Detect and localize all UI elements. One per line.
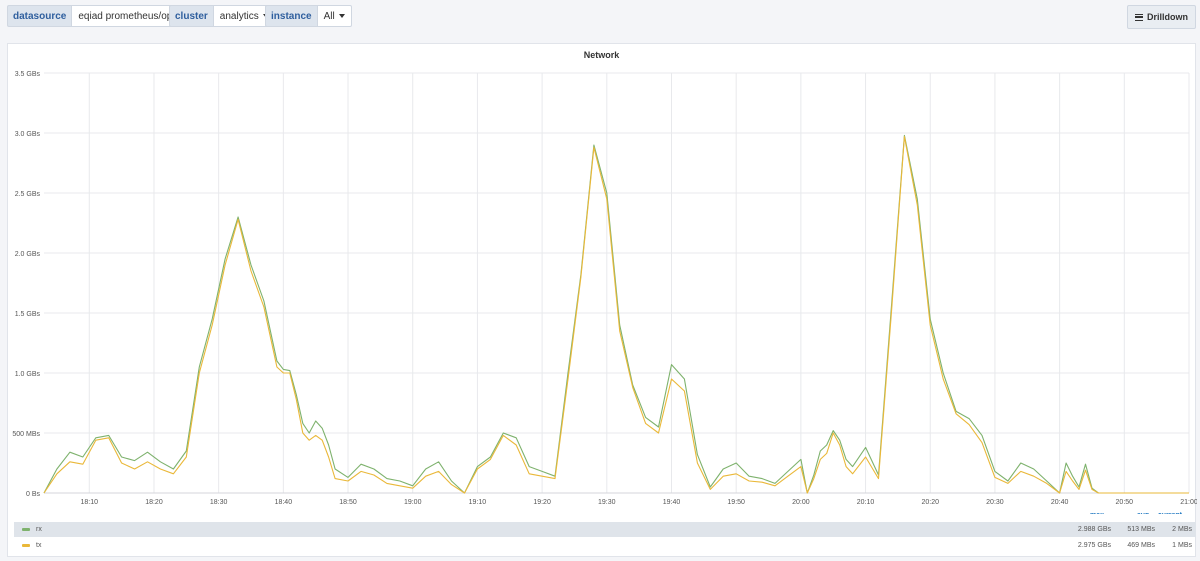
network-graph[interactable]: 0 Bs 500 MBs 1.0 GBs 1.5 GBs 2.0 GBs 2.5 GBs 3… — [8, 44, 1197, 514]
legend-header-max: max — [1090, 512, 1104, 514]
legend-name-rx: rx — [36, 526, 42, 533]
x-tick-label: 20:00 — [792, 499, 810, 506]
x-tick-label: 18:50 — [339, 499, 357, 506]
y-tick-label: 2.5 GBs — [15, 191, 41, 198]
legend-max-rx: 2.988 GBs — [1077, 526, 1111, 533]
y-tick-label: 1.0 GBs — [15, 371, 41, 378]
x-tick-label: 20:50 — [1116, 499, 1134, 506]
datasource-label: datasource — [7, 5, 72, 27]
legend-avg-rx: 513 MBs — [1127, 526, 1155, 533]
legend-swatch-rx — [22, 528, 30, 531]
series-line-tx — [43, 136, 1189, 494]
instance-label: instance — [265, 5, 317, 27]
x-tick-label: 19:50 — [727, 499, 745, 506]
cluster-label: cluster — [169, 5, 213, 27]
caret-down-icon — [338, 14, 345, 18]
x-tick-label: 18:40 — [275, 499, 293, 506]
cluster-select[interactable]: analytics — [212, 5, 276, 27]
y-tick-label: 1.5 GBs — [15, 311, 41, 318]
y-tick-label: 500 MBs — [12, 431, 40, 438]
legend-avg-tx: 469 MBs — [1127, 542, 1155, 549]
instance-value: All — [323, 10, 335, 22]
x-tick-label: 20:10 — [857, 499, 875, 506]
panel-title[interactable]: Network — [583, 50, 620, 60]
y-tick-label: 2.0 GBs — [15, 251, 41, 258]
cluster-value: analytics — [219, 10, 259, 22]
legend-name-tx: tx — [36, 542, 42, 549]
x-tick-label: 19:20 — [533, 499, 551, 506]
cluster-variable: cluster analytics — [169, 5, 276, 27]
x-tick-label: 18:30 — [210, 499, 228, 506]
y-tick-label: 3.5 GBs — [15, 71, 41, 78]
network-panel: Network 0 Bs 500 MBs 1.0 GBs 1.5 GBs 2.0 GBs… — [7, 43, 1197, 557]
legend-header-current: current — [1158, 512, 1183, 514]
x-tick-label: 18:20 — [145, 499, 163, 506]
legend-max-tx: 2.975 GBs — [1077, 542, 1111, 549]
legend-row-tx[interactable]: tx 2.975 GBs 469 MBs 1 MBs — [14, 538, 1196, 553]
x-tick-label: 19:00 — [404, 499, 422, 506]
series-line-rx — [43, 134, 1189, 494]
legend-swatch-tx — [22, 544, 30, 547]
legend-current-rx: 2 MBs — [1172, 526, 1192, 533]
x-tick-label: 20:20 — [921, 499, 939, 506]
datasource-value: eqiad prometheus/ops — [78, 10, 178, 22]
menu-icon — [1135, 13, 1143, 21]
instance-variable: instance All — [265, 5, 352, 27]
x-tick-label: 21:00 — [1180, 499, 1197, 506]
x-tick-label: 19:10 — [469, 499, 487, 506]
x-tick-label: 19:30 — [598, 499, 616, 506]
y-tick-label: 0 Bs — [26, 491, 41, 498]
template-variables-bar: datasource eqiad prometheus/ops cluster … — [0, 0, 1200, 34]
legend-current-tx: 1 MBs — [1172, 542, 1192, 549]
x-tick-label: 19:40 — [663, 499, 681, 506]
y-tick-label: 3.0 GBs — [15, 131, 41, 138]
datasource-variable: datasource eqiad prometheus/ops — [7, 5, 195, 27]
drilldown-label: Drilldown — [1147, 12, 1188, 22]
x-tick-label: 20:40 — [1051, 499, 1069, 506]
drilldown-button[interactable]: Drilldown — [1127, 5, 1196, 29]
x-tick-label: 20:30 — [986, 499, 1004, 506]
instance-select[interactable]: All — [316, 5, 352, 27]
x-tick-label: 18:10 — [81, 499, 99, 506]
legend-header-avg: avg — [1137, 512, 1149, 514]
legend-row-rx[interactable]: rx 2.988 GBs 513 MBs 2 MBs — [14, 522, 1196, 537]
